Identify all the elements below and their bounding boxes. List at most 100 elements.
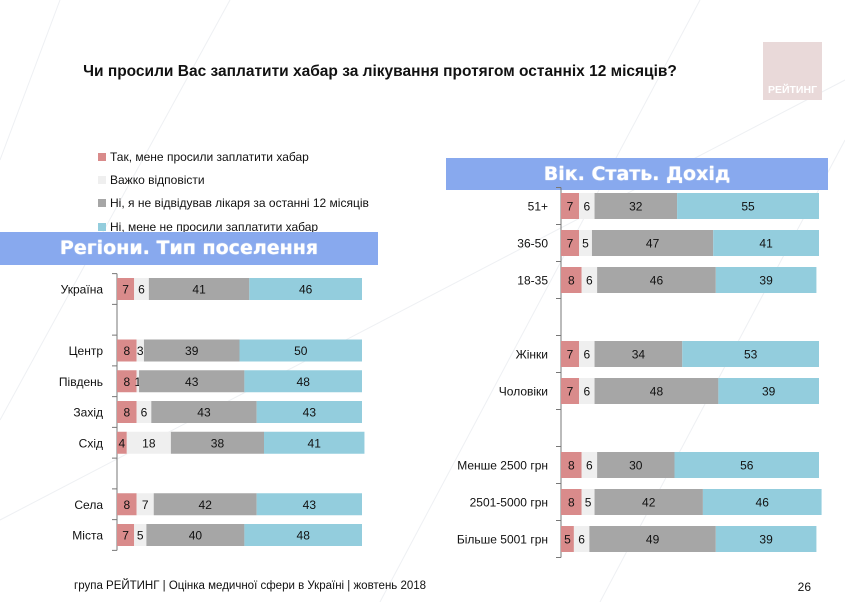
data-label: 55 (741, 200, 755, 214)
category-label: Україна (61, 283, 104, 297)
data-label: 41 (308, 436, 322, 450)
data-label: 39 (759, 274, 773, 288)
data-label: 6 (583, 385, 590, 399)
data-label: 1 (134, 375, 141, 389)
legend-label: Так, мене просили заплатити хабар (110, 149, 309, 164)
legend-item: Ні, мене не просили заплатити хабар (98, 215, 369, 238)
data-label: 6 (583, 200, 590, 214)
bar-segment (581, 267, 598, 293)
bar-segment (594, 489, 703, 515)
footer: група РЕЙТИНГ | Оцінка медичної сфери в … (74, 580, 427, 592)
data-label: 8 (123, 375, 130, 389)
bar-segment (561, 452, 582, 478)
data-label: 4 (119, 436, 126, 450)
data-label: 7 (567, 348, 574, 362)
data-label: 39 (762, 385, 776, 399)
logo: РЕЙТИНГ (763, 42, 822, 100)
data-label: 5 (137, 529, 144, 543)
data-label: 46 (299, 283, 313, 297)
legend: Так, мене просили заплатити хабар Важко … (98, 145, 369, 238)
data-label: 39 (185, 344, 199, 358)
bar-segment (264, 431, 365, 454)
data-label: 48 (297, 375, 311, 389)
page-number: 26 (797, 580, 811, 594)
bar-segment (117, 431, 127, 454)
bar-segment (674, 452, 819, 478)
bar-segment (594, 341, 683, 367)
data-label: 6 (138, 283, 145, 297)
category-label: 2501-5000 грн (470, 496, 548, 510)
bar-segment (561, 378, 580, 404)
bar-segment (579, 230, 592, 256)
bar-segment (148, 278, 250, 300)
data-label: 7 (122, 529, 129, 543)
bar-segment (573, 526, 590, 552)
bar-segment (153, 493, 257, 516)
data-label: 6 (586, 274, 593, 288)
data-label: 6 (578, 533, 585, 547)
bar-segment (581, 452, 598, 478)
legend-swatch (98, 222, 106, 231)
data-label: 30 (629, 459, 643, 473)
data-label: 6 (583, 348, 590, 362)
bar-segment (594, 193, 678, 219)
bar-segment (597, 267, 716, 293)
data-label: 53 (744, 348, 758, 362)
legend-label: Ні, я не відвідував лікаря за останні 12… (110, 196, 369, 211)
category-label: 51+ (528, 200, 548, 214)
bar-segment (117, 370, 137, 393)
data-label: 5 (585, 496, 592, 510)
category-label: Чоловіки (499, 385, 548, 399)
slide-title: Чи просили Вас заплатити хабар за лікува… (83, 63, 677, 80)
bar-segment (117, 524, 135, 546)
category-label: Більше 5001 грн (457, 533, 548, 547)
data-label: 18 (142, 436, 156, 450)
bar-segment (244, 370, 362, 393)
data-label: 8 (123, 406, 130, 420)
category-label: Південь (59, 375, 103, 389)
legend-swatch (98, 199, 106, 208)
bar-segment (239, 339, 362, 362)
bar-segment (256, 401, 362, 423)
bar-segment (151, 401, 257, 423)
bar-segment (579, 378, 595, 404)
data-label: 8 (568, 274, 575, 288)
data-label: 46 (650, 274, 664, 288)
bar-segment (579, 193, 595, 219)
category-label: Міста (72, 529, 103, 543)
data-label: 8 (123, 498, 130, 512)
category-label: Менше 2500 грн (457, 459, 548, 473)
bar-segment (244, 524, 362, 546)
bar-segment (117, 493, 137, 516)
bar-segment (677, 193, 819, 219)
logo-text: РЕЙТИНГ (767, 84, 818, 96)
data-label: 50 (294, 344, 308, 358)
data-label: 39 (759, 533, 773, 547)
data-label: 42 (199, 498, 213, 512)
data-label: 47 (646, 237, 660, 251)
bar-segment (136, 370, 140, 393)
data-label: 38 (211, 436, 225, 450)
legend-swatch (98, 152, 106, 161)
data-label: 49 (646, 533, 660, 547)
data-label: 56 (740, 459, 754, 473)
bar-segment (594, 378, 719, 404)
data-label: 7 (567, 200, 574, 214)
bar-segment (256, 493, 362, 516)
data-label: 32 (629, 200, 643, 214)
bar-segment (136, 339, 144, 362)
data-label: 43 (303, 498, 317, 512)
data-label: 7 (142, 498, 149, 512)
bar-segment (170, 431, 264, 454)
data-label: 7 (122, 283, 129, 297)
category-label: Схід (79, 436, 103, 450)
bar-segment (581, 489, 595, 515)
bar-segment (718, 378, 819, 404)
category-label: Села (74, 498, 103, 512)
category-label: Жінки (516, 348, 548, 362)
data-label: 46 (756, 496, 770, 510)
legend-item: Ні, я не відвідував лікаря за останні 12… (98, 192, 369, 215)
category-label: 36-50 (517, 237, 548, 251)
